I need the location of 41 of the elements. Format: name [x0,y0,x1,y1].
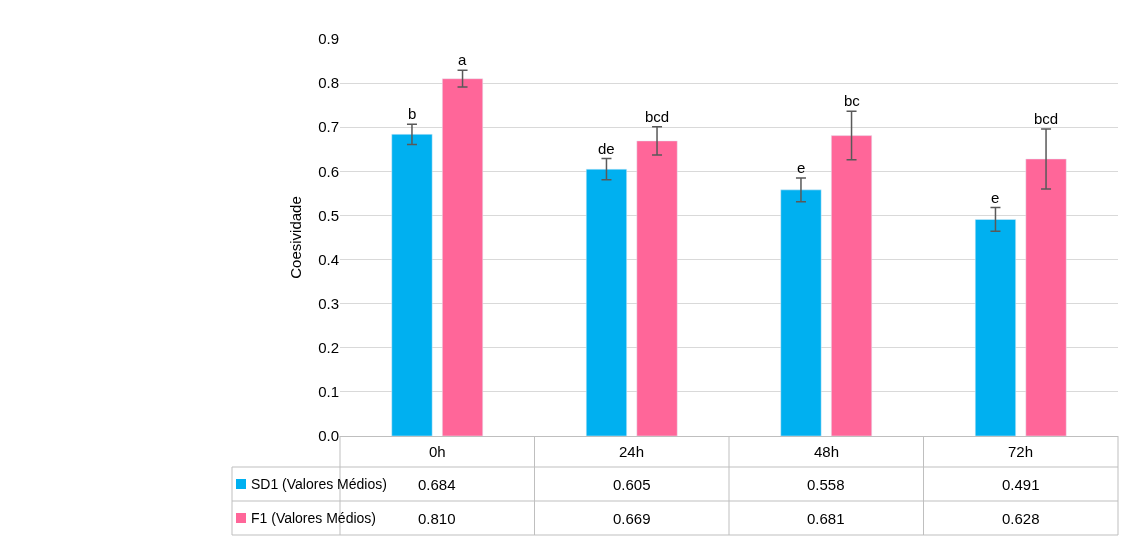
y-tick-label: 0.8 [318,74,339,92]
x-tick-label: 48h [814,443,840,460]
bar [1025,158,1067,436]
y-tick-label: 0.5 [318,206,339,224]
data-label: 0.628 [1002,510,1040,527]
bar [391,134,433,436]
bar [831,135,873,436]
data-label: 0.684 [418,476,456,493]
annotation: e [797,159,806,176]
bar [442,78,484,436]
data-label: 0.605 [613,476,651,493]
y-tick-label: 0.1 [318,383,339,401]
y-tick-label: 0.4 [318,250,339,268]
legend-label: SD1 (Valores Médios) [251,476,387,492]
data-label: 0.558 [807,476,845,493]
y-tick-label: 0.0 [318,427,339,445]
annotation: de [598,140,615,157]
data-label: 0.491 [1002,476,1040,493]
annotation: b [408,105,417,122]
y-tick-label: 0.3 [318,294,339,312]
x-tick-label: 72h [1008,443,1034,460]
y-tick-label: 0.9 [318,30,339,48]
y-axis-title: Coesividade [287,196,305,279]
annotation: e [991,189,1000,206]
annotation: bc [844,92,861,109]
x-tick-label: 24h [619,443,645,460]
y-tick-label: 0.2 [318,339,339,357]
bar [636,140,678,436]
x-tick-label: 0h [429,443,446,460]
data-label: 0.681 [807,510,845,527]
annotation: a [458,51,467,68]
y-tick-label: 0.7 [318,118,339,136]
annotation: bcd [645,108,670,125]
bar [974,219,1016,436]
data-label: 0.810 [418,510,456,527]
y-tick-label: 0.6 [318,162,339,180]
bar [780,189,822,436]
data-label: 0.669 [613,510,651,527]
bar [585,168,627,436]
legend-label: F1 (Valores Médios) [251,510,377,526]
annotation: bcd [1034,110,1059,127]
